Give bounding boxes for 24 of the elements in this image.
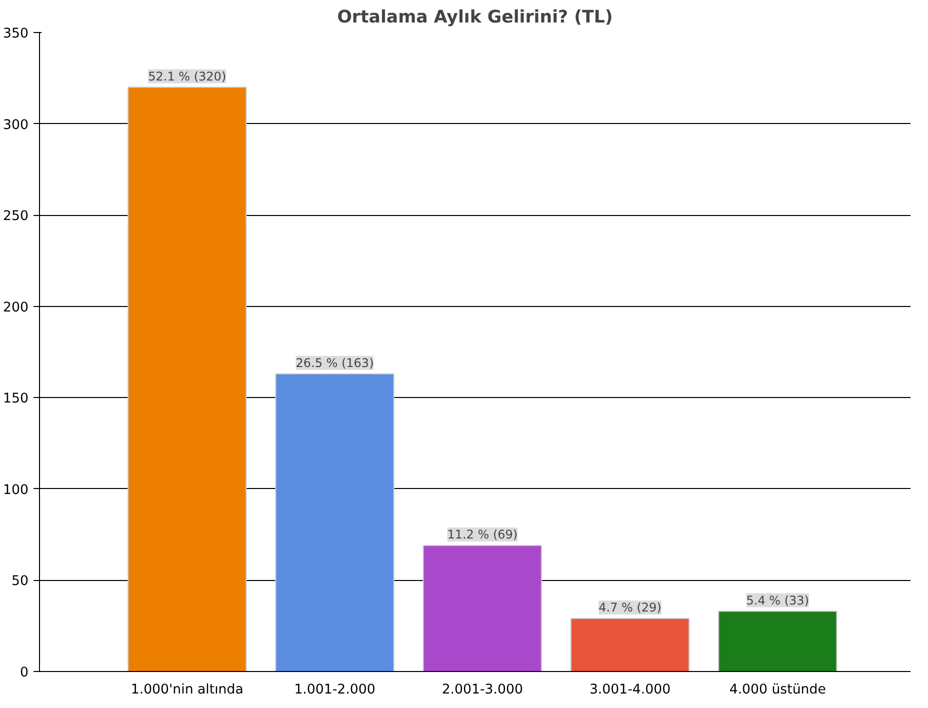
x-tick-label: 1.001-2.000 (294, 682, 376, 698)
x-tick-label: 4.000 üstünde (729, 682, 826, 698)
chart-title: Ortalama Aylık Gelirini? (TL) (337, 8, 613, 28)
bar (570, 618, 690, 672)
y-tick-label: 50 (12, 574, 29, 590)
data-label: 52.1 % (320) (148, 69, 226, 84)
data-label: 5.4 % (33) (746, 593, 810, 608)
y-tick-label: 150 (3, 392, 29, 407)
data-label: 11.2 % (69) (447, 528, 518, 542)
bar (718, 610, 838, 672)
x-tick-label: 3.001-4.000 (589, 682, 671, 698)
x-tick-label: 2.001-3.000 (442, 682, 523, 698)
y-tick-label: 100 (3, 482, 29, 498)
y-tick-label: 250 (3, 209, 29, 224)
bar (128, 86, 247, 672)
data-label: 26.5 % (163) (296, 356, 374, 370)
data-label: 4.7 % (29) (598, 600, 662, 615)
bar (275, 373, 394, 672)
x-tick-label: 1.000'nin altında (130, 682, 244, 698)
y-tick-label: 0 (20, 666, 29, 680)
bar (422, 545, 542, 672)
y-tick-label: 350 (3, 26, 29, 42)
y-tick-label: 300 (3, 118, 29, 133)
y-tick-label: 200 (3, 300, 29, 316)
